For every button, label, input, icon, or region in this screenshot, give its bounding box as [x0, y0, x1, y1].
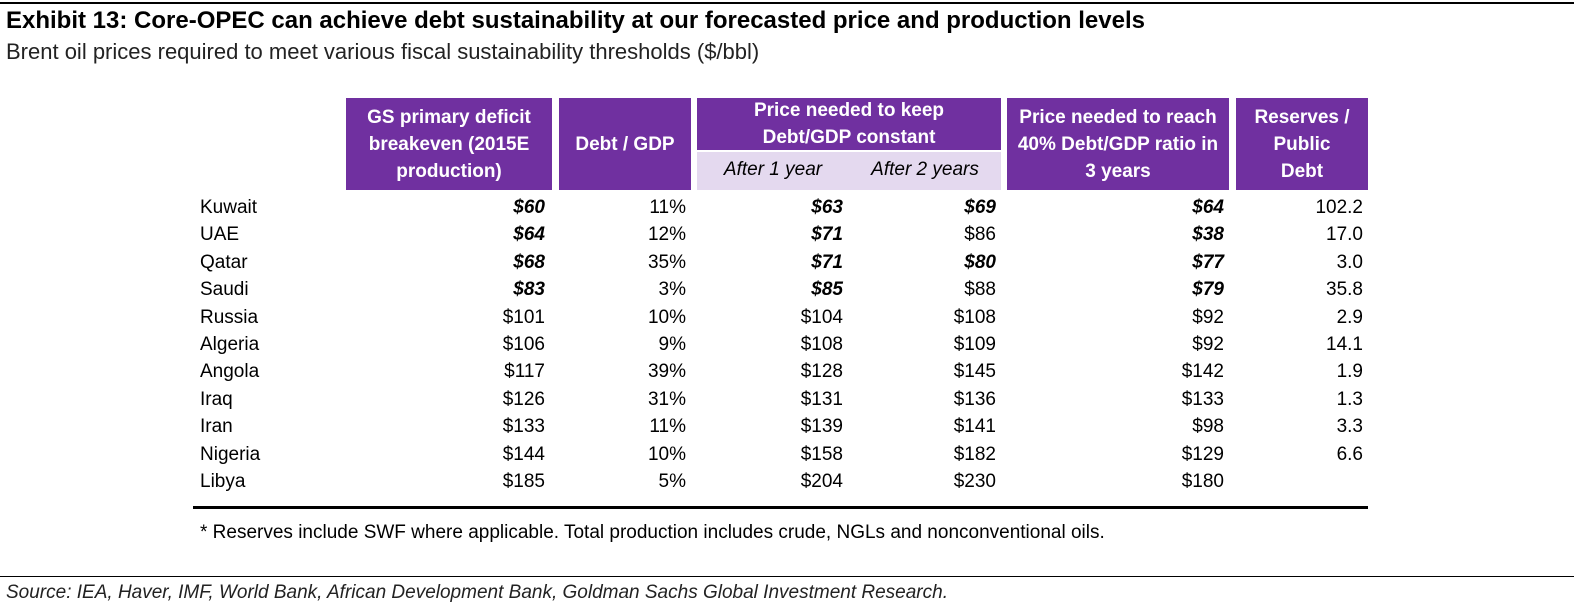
- title: Exhibit 13: Core-OPEC can achieve debt s…: [6, 7, 1145, 34]
- table-cell: 5%: [658, 471, 686, 492]
- table-cell: $108: [953, 306, 996, 328]
- table-cell: 35%: [647, 251, 686, 273]
- table-cell: 31%: [647, 388, 686, 410]
- row-label: Russia: [200, 306, 259, 328]
- table-cell: 10%: [647, 443, 686, 465]
- table-cell: $185: [502, 471, 545, 492]
- table-cell: $80: [964, 251, 996, 273]
- source: Source: IEA, Haver, IMF, World Bank, Afr…: [6, 582, 948, 603]
- table-cell: $69: [964, 197, 996, 218]
- table-cell: 39%: [647, 361, 686, 383]
- table-cell: $83: [513, 279, 545, 301]
- top-rule: [0, 2, 1574, 4]
- table-cell: 102.2: [1315, 197, 1363, 218]
- table-cell: 1.3: [1336, 388, 1363, 410]
- table-cell: $128: [800, 361, 843, 383]
- column-header: Price needed to reach 40% Debt/GDP ratio…: [1007, 98, 1229, 190]
- column-header: Price needed to keep Debt/GDP constant: [697, 98, 1001, 150]
- row-label: Kuwait: [200, 197, 258, 218]
- table-cell: $64: [1192, 197, 1224, 218]
- subcolumn-header: After 2 years: [849, 152, 1001, 190]
- table-cell: $133: [502, 416, 545, 438]
- table-cell: $92: [1192, 306, 1224, 328]
- table-cell: $136: [953, 388, 996, 410]
- table-cell: $38: [1192, 224, 1224, 246]
- table-cell: $106: [502, 334, 545, 355]
- table-cell: 3.0: [1336, 251, 1363, 273]
- table-cell: $133: [1181, 388, 1224, 410]
- table-cell: $77: [1192, 251, 1224, 273]
- table-cell: $88: [964, 279, 996, 301]
- subcolumn-header: After 1 year: [697, 152, 849, 190]
- table-cell: $131: [800, 388, 843, 410]
- row-label: Algeria: [200, 334, 260, 355]
- table-cell: $108: [800, 334, 843, 355]
- table-cell: 17.0: [1326, 224, 1363, 246]
- column-header: Reserves / Public Debt: [1236, 98, 1368, 190]
- row-label: Saudi: [200, 279, 249, 301]
- table-cell: 10%: [647, 306, 686, 328]
- table-cell: 3.3: [1336, 416, 1363, 438]
- row-label: Libya: [200, 471, 246, 492]
- table-cell: $71: [811, 224, 843, 246]
- table-cell: 35.8: [1326, 279, 1363, 301]
- table-cell: $230: [953, 471, 996, 492]
- column-header: Debt / GDP: [559, 98, 691, 190]
- table-cell: $101: [502, 306, 545, 328]
- table-cell: $98: [1192, 416, 1224, 438]
- table-cell: $144: [502, 443, 545, 465]
- subtitle: Brent oil prices required to meet variou…: [6, 39, 760, 64]
- table-cell: 3%: [658, 279, 686, 301]
- row-label: Qatar: [200, 251, 248, 273]
- table-cell: $92: [1192, 334, 1224, 355]
- table-cell: $142: [1181, 361, 1224, 383]
- row-label: Iran: [200, 416, 233, 438]
- row-label: UAE: [200, 224, 240, 246]
- table-cell: $64: [513, 224, 545, 246]
- row-label: Angola: [200, 361, 260, 383]
- table-cell: 11%: [649, 416, 686, 438]
- table-cell: $117: [504, 361, 545, 383]
- table-cell: 11%: [649, 197, 686, 218]
- table-rule: [193, 506, 1368, 509]
- table-cell: 2.9: [1336, 306, 1363, 328]
- table-cell: $71: [811, 251, 843, 273]
- table-cell: $139: [800, 416, 843, 438]
- table-cell: $104: [800, 306, 843, 328]
- column-header: GS primary deficit breakeven (2015E prod…: [346, 98, 552, 190]
- table-cell: 14.1: [1326, 334, 1363, 355]
- row-label: Nigeria: [200, 443, 261, 465]
- table-cell: $86: [964, 224, 996, 246]
- table-cell: $85: [811, 279, 843, 301]
- table-cell: $182: [953, 443, 996, 465]
- table-cell: $126: [502, 388, 545, 410]
- table-cell: $109: [953, 334, 996, 355]
- footnote: * Reserves include SWF where applicable.…: [200, 522, 1105, 543]
- table-cell: $79: [1192, 279, 1224, 301]
- table-cell: 6.6: [1336, 443, 1363, 465]
- source-rule: [0, 576, 1574, 577]
- table-cell: 1.9: [1336, 361, 1363, 383]
- table-cell: $68: [513, 251, 545, 273]
- table-cell: $158: [800, 443, 843, 465]
- table-cell: $145: [953, 361, 996, 383]
- table-cell: 9%: [658, 334, 686, 355]
- table-cell: $60: [513, 197, 545, 218]
- table-cell: $63: [811, 197, 843, 218]
- table-cell: $204: [800, 471, 843, 492]
- row-label: Iraq: [200, 388, 233, 410]
- table-cell: 12%: [647, 224, 686, 246]
- table-cell: $180: [1181, 471, 1224, 492]
- table-cell: $129: [1181, 443, 1224, 465]
- table-cell: $141: [953, 416, 996, 438]
